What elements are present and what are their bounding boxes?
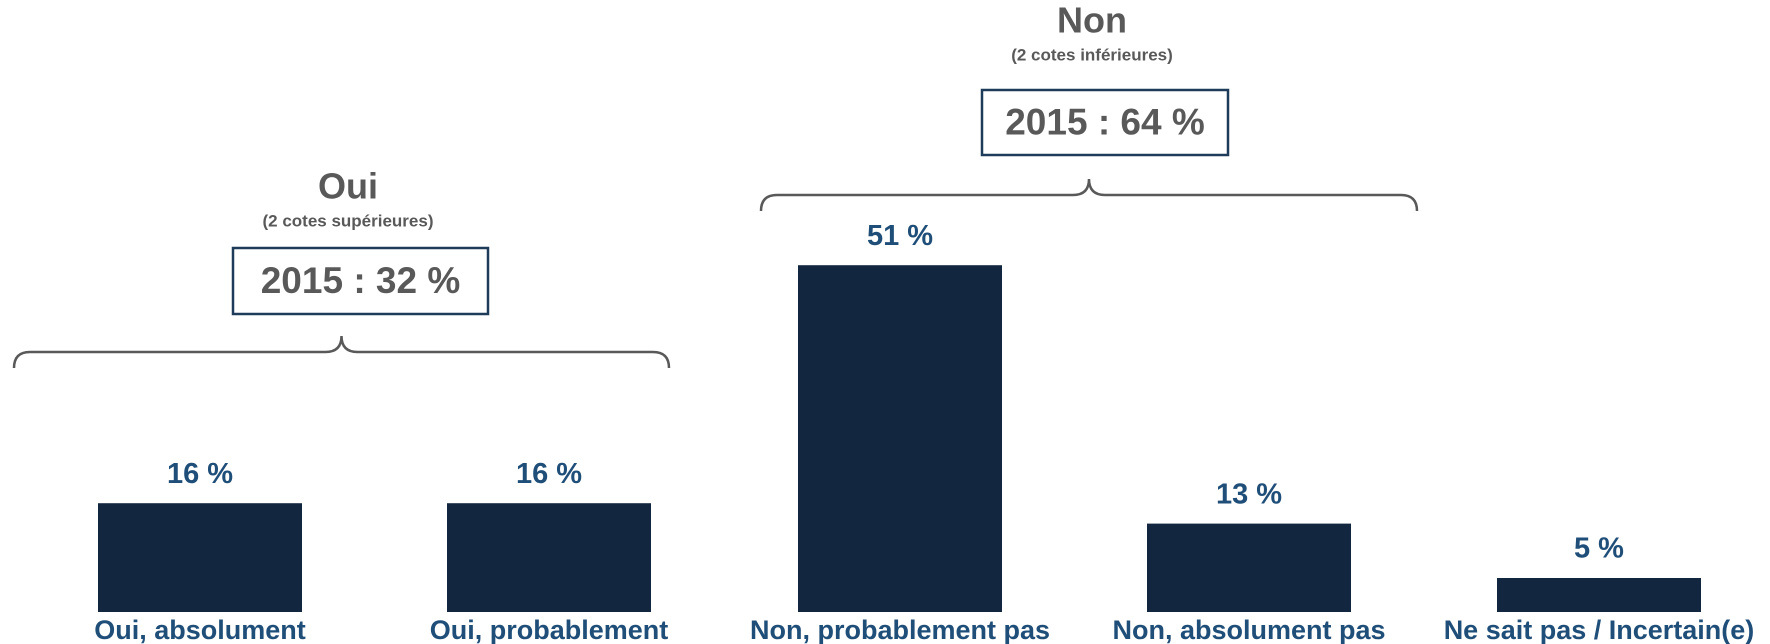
category-label: Non, probablement pas bbox=[750, 615, 1050, 644]
bar bbox=[1497, 578, 1701, 612]
value-label: 16 % bbox=[167, 458, 233, 490]
summary-box bbox=[980, 88, 1230, 157]
value-label: 5 % bbox=[1574, 533, 1624, 565]
category-label: Oui, probablement bbox=[430, 615, 669, 644]
value-label: 51 % bbox=[867, 220, 933, 252]
group-subtitle: (2 cotes inférieures) bbox=[1011, 45, 1173, 64]
bar bbox=[447, 503, 651, 612]
category-label: Non, absolument pas bbox=[1112, 615, 1385, 644]
group-title: Non bbox=[1057, 0, 1127, 41]
brace bbox=[759, 178, 1419, 212]
summary-box bbox=[231, 246, 490, 316]
brace bbox=[12, 335, 671, 369]
bar bbox=[1147, 523, 1351, 612]
group-summary: 2015 : 32 % bbox=[261, 260, 461, 301]
value-label: 16 % bbox=[516, 458, 582, 490]
group-summary: 2015 : 64 % bbox=[1005, 101, 1205, 142]
group-subtitle: (2 cotes supérieures) bbox=[262, 211, 433, 230]
group-title: Oui bbox=[318, 166, 378, 207]
value-label: 13 % bbox=[1216, 478, 1282, 510]
bar bbox=[98, 503, 302, 612]
bar bbox=[798, 265, 1002, 612]
category-label: Oui, absolument bbox=[94, 615, 306, 644]
category-label: Ne sait pas / Incertain(e) bbox=[1444, 615, 1755, 644]
